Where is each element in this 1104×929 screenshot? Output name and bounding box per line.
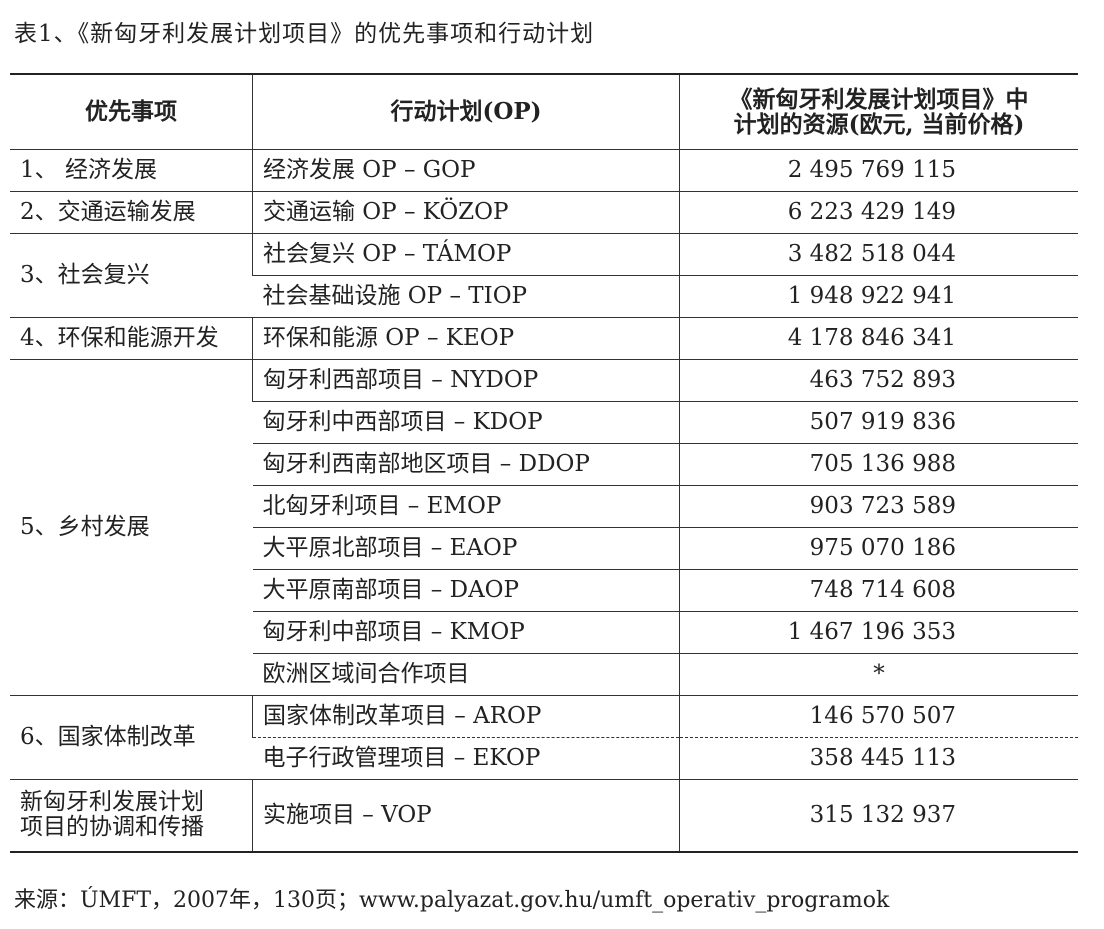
amount-cell: 705 136 988 — [679, 443, 1078, 486]
amount-cell: 507 919 836 — [679, 401, 1078, 444]
priority-cell: 1、 经济发展 — [10, 149, 253, 192]
table-row: 社会基础设施 OP – TIOP 1 948 922 941 — [10, 275, 1078, 318]
op-cell: 欧洲区域间合作项目 — [252, 653, 680, 696]
op-cell: 匈牙利中部项目 – KMOP — [252, 611, 680, 654]
amount-cell: 6 223 429 149 — [679, 191, 1078, 234]
amount-cell: 463 752 893 — [679, 359, 1078, 402]
priority-cell: 3、社会复兴 — [10, 233, 253, 318]
op-cell: 经济发展 OP – GOP — [252, 149, 680, 192]
amount-cell: 315 132 937 — [679, 779, 1078, 853]
table-row: 1、 经济发展 经济发展 OP – GOP 2 495 769 115 — [10, 149, 1078, 192]
priority-cell: 6、国家体制改革 — [10, 695, 253, 780]
amount-cell: 1 467 196 353 — [679, 611, 1078, 654]
table-row: 4、环保和能源开发 环保和能源 OP – KEOP 4 178 846 341 — [10, 317, 1078, 360]
priority-cell: 4、环保和能源开发 — [10, 317, 253, 360]
priority-cell: 新匈牙利发展计划 项目的协调和传播 — [10, 779, 253, 853]
header-priority: 优先事项 — [10, 73, 253, 150]
amount-cell: 903 723 589 — [679, 485, 1078, 528]
table-row: 匈牙利中西部项目 – KDOP 507 919 836 — [10, 401, 1078, 444]
op-cell: 匈牙利西部项目 – NYDOP — [252, 359, 680, 402]
op-cell: 社会基础设施 OP – TIOP — [252, 275, 680, 318]
op-cell: 匈牙利中西部项目 – KDOP — [252, 401, 680, 444]
table-header-row: 优先事项 行动计划(OP) 《新匈牙利发展计划项目》中 计划的资源(欧元, 当前… — [10, 73, 1078, 150]
amount-cell: 1 948 922 941 — [679, 275, 1078, 318]
amount-cell: 975 070 186 — [679, 527, 1078, 570]
table-row: 3、社会复兴 社会复兴 OP – TÁMOP 3 482 518 044 — [10, 233, 1078, 318]
priorities-table: 优先事项 行动计划(OP) 《新匈牙利发展计划项目》中 计划的资源(欧元, 当前… — [10, 73, 1078, 853]
header-op: 行动计划(OP) — [252, 73, 680, 150]
amount-cell: 358 445 113 — [679, 737, 1078, 780]
priority-line: 项目的协调和传播 — [20, 814, 204, 841]
op-cell: 北匈牙利项目 – EMOP — [252, 485, 680, 528]
priority-cell: 5、乡村发展 — [10, 359, 253, 696]
table-caption: 表1、《新匈牙利发展计划项目》的优先事项和行动计划 — [14, 21, 595, 47]
amount-cell: 4 178 846 341 — [679, 317, 1078, 360]
op-cell: 交通运输 OP – KÖZOP — [252, 191, 680, 234]
amount-cell: 3 482 518 044 — [679, 233, 1078, 276]
op-cell: 大平原北部项目 – EAOP — [252, 527, 680, 570]
source-note: 来源：ÚMFT，2007年，130页；www.palyazat.gov.hu/u… — [14, 888, 890, 913]
op-cell: 大平原南部项目 – DAOP — [252, 569, 680, 612]
priority-cell: 2、交通运输发展 — [10, 191, 253, 234]
op-cell: 国家体制改革项目 – AROP — [252, 695, 680, 738]
header-resources: 《新匈牙利发展计划项目》中 计划的资源(欧元, 当前价格) — [679, 73, 1078, 150]
amount-cell: 2 495 769 115 — [679, 149, 1078, 192]
table-row: 新匈牙利发展计划 项目的协调和传播 实施项目 – VOP 315 132 937 — [10, 779, 1078, 853]
amount-cell: 146 570 507 — [679, 695, 1078, 738]
table-row: 2、交通运输发展 交通运输 OP – KÖZOP 6 223 429 149 — [10, 191, 1078, 234]
op-cell: 匈牙利西南部地区项目 – DDOP — [252, 443, 680, 486]
amount-cell: * — [679, 653, 1078, 696]
op-cell: 环保和能源 OP – KEOP — [252, 317, 680, 360]
op-cell: 电子行政管理项目 – EKOP — [252, 737, 680, 780]
table-row: 北匈牙利项目 – EMOP 903 723 589 — [10, 485, 1078, 528]
table-row: 匈牙利西南部地区项目 – DDOP 705 136 988 — [10, 443, 1078, 486]
table-row: 匈牙利中部项目 – KMOP 1 467 196 353 — [10, 611, 1078, 654]
table-row: 5、乡村发展 匈牙利西部项目 – NYDOP 463 752 893 — [10, 359, 1078, 696]
amount-cell: 748 714 608 — [679, 569, 1078, 612]
table-row: 大平原南部项目 – DAOP 748 714 608 — [10, 569, 1078, 612]
op-cell: 实施项目 – VOP — [252, 779, 680, 853]
priority-line: 新匈牙利发展计划 — [20, 788, 204, 815]
table-row: 大平原北部项目 – EAOP 975 070 186 — [10, 527, 1078, 570]
table-row: 6、国家体制改革 国家体制改革项目 – AROP 146 570 507 — [10, 695, 1078, 780]
header-resources-line2: 计划的资源(欧元, 当前价格) — [733, 111, 1025, 138]
table-row: 欧洲区域间合作项目 * — [10, 653, 1078, 696]
header-resources-line1: 《新匈牙利发展计划项目》中 — [729, 85, 1029, 113]
table-row: 电子行政管理项目 – EKOP 358 445 113 — [10, 737, 1078, 780]
op-cell: 社会复兴 OP – TÁMOP — [252, 233, 680, 276]
